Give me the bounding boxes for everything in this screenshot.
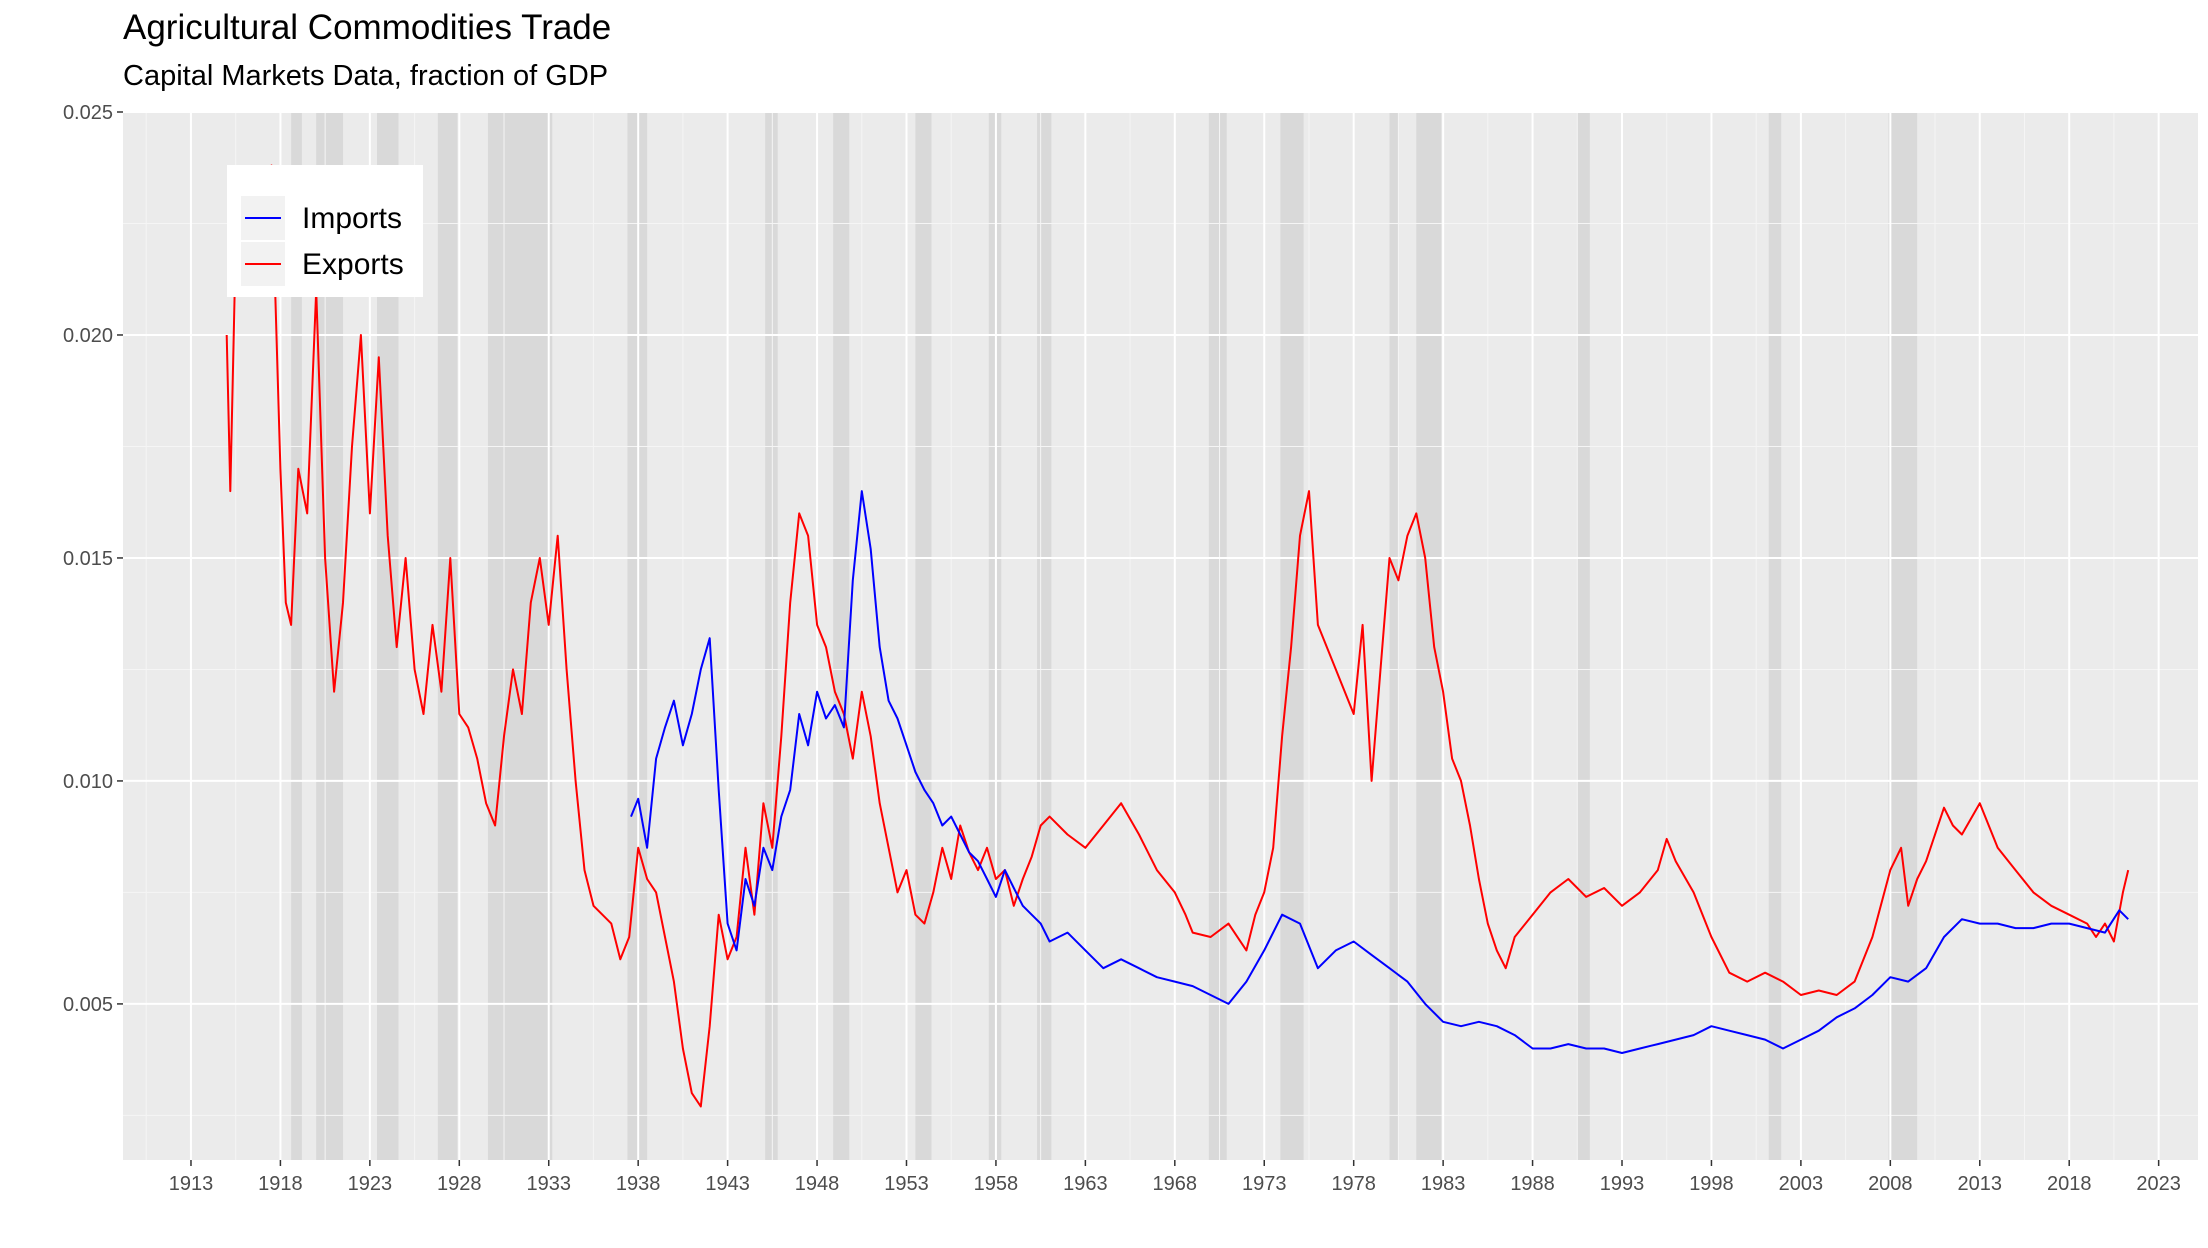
series-line-exports <box>225 164 2130 1108</box>
x-tick-label: 1963 <box>1063 1173 1108 1195</box>
x-tick-label: 1998 <box>1689 1173 1734 1195</box>
x-tick-label: 1993 <box>1600 1173 1645 1195</box>
recession-band <box>291 112 302 1160</box>
recession-band <box>487 112 553 1160</box>
chart-title: Agricultural Commodities Trade <box>123 8 612 47</box>
x-tick-label: 1948 <box>795 1173 840 1195</box>
recession-band <box>377 112 399 1160</box>
series-line-imports <box>630 490 2129 1054</box>
x-tick-label: 1958 <box>974 1173 1019 1195</box>
legend-label-exports: Exports <box>302 248 404 281</box>
recession-band <box>833 112 850 1160</box>
x-tick-label: 1978 <box>1331 1173 1376 1195</box>
recession-band <box>1208 112 1227 1160</box>
x-tick-label: 2003 <box>1779 1173 1824 1195</box>
recession-band <box>1037 112 1052 1160</box>
y-tick-label: 0.010 <box>63 771 113 793</box>
recession-band <box>1416 112 1442 1160</box>
legend-label-imports: Imports <box>302 202 402 235</box>
x-tick-label: 1928 <box>437 1173 482 1195</box>
x-tick-label: 1913 <box>169 1173 214 1195</box>
recession-band <box>915 112 932 1160</box>
x-tick-label: 1973 <box>1242 1173 1287 1195</box>
y-tick-label: 0.005 <box>63 994 113 1016</box>
legend: Imports Exports <box>227 165 423 297</box>
x-tick-label: 1953 <box>884 1173 929 1195</box>
axes: 0.005 0.010 0.015 0.020 0.025 1913 1918 1923 192… <box>63 102 2181 1195</box>
y-tick-label: 0.025 <box>63 102 113 124</box>
recession-band <box>1577 112 1590 1160</box>
x-tick-label: 1988 <box>1510 1173 1555 1195</box>
recession-shading <box>291 112 1918 1160</box>
series-lines <box>225 164 2130 1108</box>
y-tick-label: 0.020 <box>63 325 113 347</box>
recession-band <box>1768 112 1782 1160</box>
x-tick-label: 1968 <box>1153 1173 1198 1195</box>
x-tick-label: 1933 <box>526 1173 571 1195</box>
x-tick-label: 2013 <box>1958 1173 2003 1195</box>
y-tick-label: 0.015 <box>63 548 113 570</box>
x-tick-label: 1923 <box>348 1173 393 1195</box>
x-tick-label: 1918 <box>258 1173 303 1195</box>
recession-band <box>1389 112 1399 1160</box>
major-gridlines <box>123 111 2198 1160</box>
recession-band <box>765 112 778 1160</box>
x-tick-label: 1983 <box>1421 1173 1466 1195</box>
recession-band <box>437 112 458 1160</box>
x-tick-label: 1943 <box>705 1173 750 1195</box>
x-tick-label: 1938 <box>616 1173 661 1195</box>
minor-gridlines <box>123 112 2198 1160</box>
recession-band <box>1888 112 1918 1160</box>
x-tick-label: 2008 <box>1868 1173 1913 1195</box>
x-tick-label: 2023 <box>2136 1173 2181 1195</box>
plot-panel <box>123 112 2198 1160</box>
chart-subtitle: Capital Markets Data, fraction of GDP <box>123 60 609 92</box>
x-tick-label: 2018 <box>2047 1173 2092 1195</box>
